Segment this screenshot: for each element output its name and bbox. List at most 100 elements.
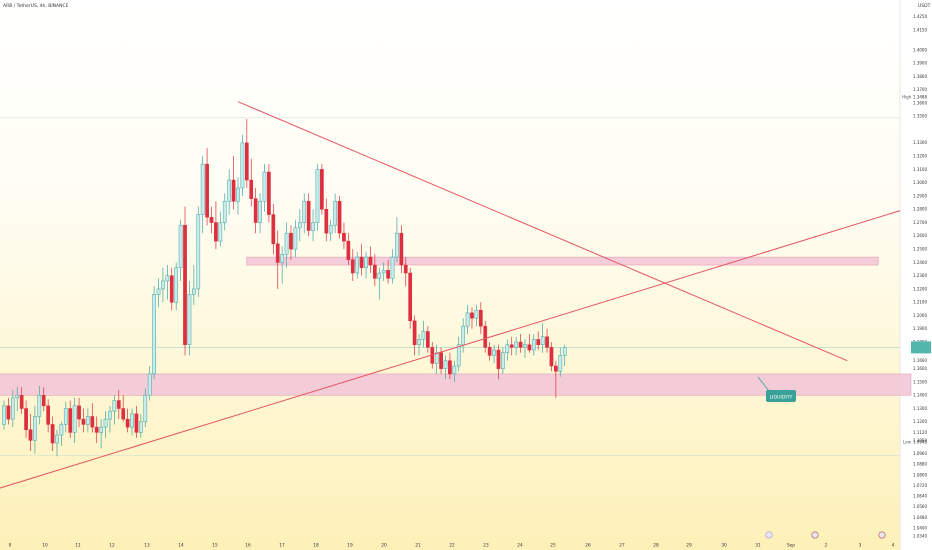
time-axis-event-icons[interactable] — [765, 531, 886, 539]
candle-body — [50, 424, 55, 444]
candle — [554, 360, 558, 398]
candle-body — [72, 405, 77, 433]
candle-body — [209, 216, 214, 223]
candle — [99, 419, 103, 449]
candle-body — [509, 344, 514, 348]
candle-body — [439, 352, 443, 369]
candle — [267, 164, 271, 223]
candle — [456, 336, 461, 372]
candle-body — [527, 344, 532, 351]
candle-body — [90, 416, 95, 428]
candle — [214, 201, 218, 250]
flag-icon[interactable] — [811, 531, 819, 539]
time-tick: 25 — [550, 543, 556, 549]
price-axis-currency: USDT — [918, 3, 931, 9]
candle-body — [200, 163, 205, 215]
candle-body — [103, 418, 108, 428]
candle-body — [249, 179, 254, 199]
time-tick: 2 — [825, 543, 828, 549]
price-tick: 1.1200 — [913, 419, 927, 424]
candle — [399, 225, 404, 274]
candle — [169, 267, 174, 311]
candle-body — [63, 408, 68, 425]
candle — [174, 262, 179, 311]
candle-body — [373, 264, 377, 279]
time-tick: 31 — [755, 543, 761, 549]
candle-body — [165, 275, 170, 282]
time-tick: 13 — [144, 543, 150, 549]
price-tick: 1.2200 — [913, 286, 927, 291]
candle-body — [346, 240, 351, 260]
candle-body — [470, 312, 474, 319]
candle — [19, 387, 24, 414]
low-value: 1.0948 — [913, 440, 927, 445]
candle — [165, 265, 170, 300]
candle — [156, 278, 161, 308]
candle — [24, 400, 28, 438]
candle — [373, 254, 377, 287]
candle — [125, 408, 130, 433]
candle-body — [130, 413, 134, 428]
price-tick: 1.0640 — [913, 494, 927, 499]
time-tick: 11 — [75, 543, 81, 549]
candle-body — [59, 424, 64, 436]
candle — [103, 411, 108, 438]
time-tick: 19 — [347, 543, 353, 549]
candle — [421, 320, 426, 348]
candle-body — [562, 347, 567, 356]
flag-icon[interactable] — [878, 531, 886, 539]
candle — [46, 399, 50, 433]
candle — [342, 222, 346, 250]
candle-body — [536, 339, 541, 345]
price-tick: 1.2000 — [913, 313, 927, 318]
candle — [275, 230, 280, 289]
high-value: 1.3488 — [913, 95, 927, 100]
candle — [50, 416, 55, 452]
price-tick: 1.0800 — [913, 472, 927, 477]
time-tick: 23 — [483, 543, 489, 549]
candle — [474, 304, 479, 327]
candle — [37, 385, 42, 425]
price-tick: 1.4150 — [913, 27, 927, 32]
price-tick: 1.1300 — [913, 406, 927, 411]
candle — [448, 352, 452, 380]
candle — [81, 408, 86, 433]
candle — [509, 336, 514, 356]
candle-body — [244, 142, 249, 181]
candle — [333, 193, 337, 234]
liquidity-callout[interactable]: LIQUIDITY — [757, 376, 796, 402]
event-icon[interactable] — [765, 531, 773, 539]
candle-body — [15, 394, 20, 399]
candle-body — [139, 421, 143, 433]
candle-body — [545, 336, 549, 348]
price-tick: 1.4000 — [913, 47, 927, 52]
price-tick: 1.0880 — [913, 462, 927, 467]
candle — [558, 347, 563, 377]
candle-body — [240, 142, 245, 189]
time-tick: 10 — [42, 543, 48, 549]
candle — [183, 206, 187, 356]
price-tick: 1.2700 — [913, 220, 927, 225]
candle-body — [412, 320, 417, 345]
candle — [33, 405, 37, 454]
candle — [240, 134, 245, 196]
candle — [90, 403, 95, 433]
candle — [161, 267, 165, 303]
candle — [227, 169, 232, 215]
candle-body — [355, 256, 360, 274]
candle-body — [395, 232, 399, 258]
candle — [306, 193, 311, 236]
candle — [368, 246, 373, 274]
candle-body — [425, 331, 430, 348]
time-tick: 22 — [449, 543, 455, 549]
candle — [112, 395, 117, 425]
candle-body — [81, 418, 86, 425]
candle — [496, 344, 501, 380]
candle-body — [297, 222, 302, 229]
candle-body — [121, 408, 126, 420]
trendlines[interactable] — [0, 101, 901, 489]
liquidity-leader-line — [757, 376, 770, 392]
candle-body — [262, 171, 267, 202]
candle — [108, 405, 112, 433]
